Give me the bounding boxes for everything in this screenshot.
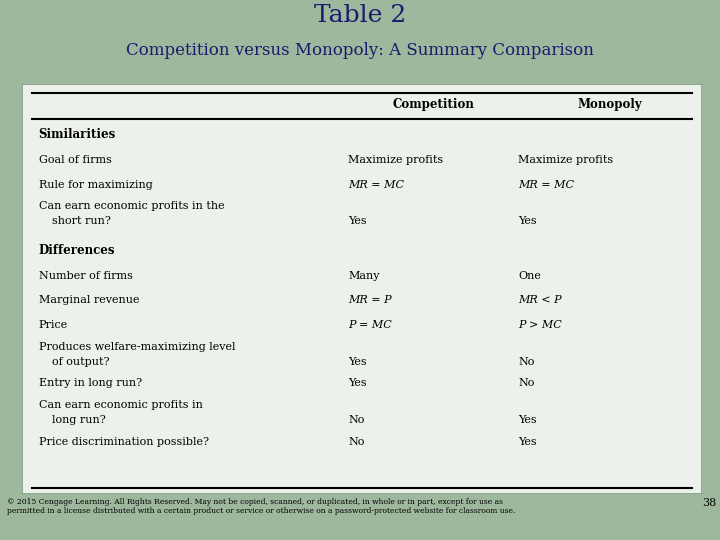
Text: P > MC: P > MC: [518, 320, 562, 330]
Text: of output?: of output?: [53, 356, 109, 367]
Text: MR = P: MR = P: [348, 295, 392, 306]
FancyBboxPatch shape: [22, 84, 702, 494]
Text: Can earn economic profits in: Can earn economic profits in: [39, 400, 202, 410]
Text: MR = MC: MR = MC: [518, 180, 575, 190]
Text: Similarities: Similarities: [39, 128, 116, 141]
Text: Maximize profits: Maximize profits: [518, 155, 613, 165]
Text: No: No: [518, 379, 535, 388]
Text: One: One: [518, 271, 541, 281]
Text: Yes: Yes: [518, 216, 537, 226]
Text: Differences: Differences: [39, 244, 115, 257]
Text: Price: Price: [39, 320, 68, 330]
Text: Competition: Competition: [392, 98, 474, 111]
Text: MR < P: MR < P: [518, 295, 562, 306]
Text: Goal of firms: Goal of firms: [39, 155, 112, 165]
Text: MR = MC: MR = MC: [348, 180, 404, 190]
Text: Yes: Yes: [348, 356, 366, 367]
Text: Competition versus Monopoly: A Summary Comparison: Competition versus Monopoly: A Summary C…: [126, 42, 594, 59]
Text: 38: 38: [703, 498, 717, 508]
Text: Yes: Yes: [518, 436, 537, 447]
Text: Marginal revenue: Marginal revenue: [39, 295, 139, 306]
Text: Yes: Yes: [348, 379, 366, 388]
Text: Monopoly: Monopoly: [578, 98, 642, 111]
Text: Table 2: Table 2: [314, 4, 406, 27]
Text: © 2015 Cengage Learning. All Rights Reserved. May not be copied, scanned, or dup: © 2015 Cengage Learning. All Rights Rese…: [7, 498, 516, 515]
Text: Yes: Yes: [348, 216, 366, 226]
Text: short run?: short run?: [53, 216, 111, 226]
Text: Price discrimination possible?: Price discrimination possible?: [39, 436, 209, 447]
Text: Many: Many: [348, 271, 379, 281]
Text: long run?: long run?: [53, 415, 106, 425]
Text: Rule for maximizing: Rule for maximizing: [39, 180, 153, 190]
Text: No: No: [348, 415, 364, 425]
Text: Yes: Yes: [518, 415, 537, 425]
Text: No: No: [518, 356, 535, 367]
Text: Produces welfare-maximizing level: Produces welfare-maximizing level: [39, 342, 235, 352]
Text: No: No: [348, 436, 364, 447]
Text: Can earn economic profits in the: Can earn economic profits in the: [39, 201, 224, 211]
Text: Entry in long run?: Entry in long run?: [39, 379, 142, 388]
Text: Number of firms: Number of firms: [39, 271, 132, 281]
Text: Maximize profits: Maximize profits: [348, 155, 444, 165]
Text: P = MC: P = MC: [348, 320, 392, 330]
